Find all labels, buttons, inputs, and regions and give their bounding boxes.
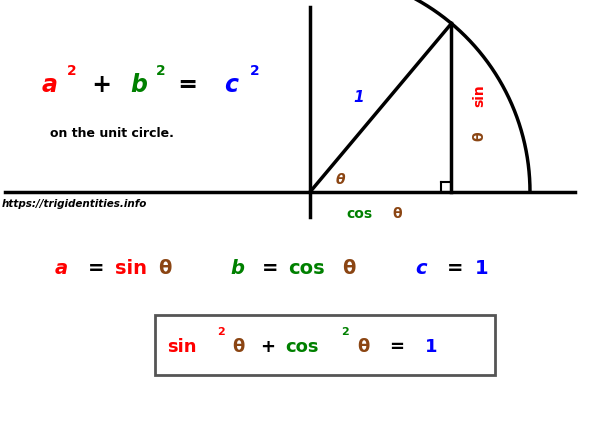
Text: 2: 2 [156, 64, 165, 78]
Text: =: = [170, 73, 206, 97]
Text: +: + [84, 73, 120, 97]
Text: sin: sin [472, 84, 486, 107]
Text: cos: cos [285, 338, 319, 356]
Text: 2: 2 [67, 64, 77, 78]
Text: sin: sin [167, 338, 196, 356]
Text: https://trigidentities.info: https://trigidentities.info [2, 199, 147, 209]
Text: +: + [260, 338, 275, 356]
Text: 2: 2 [250, 64, 259, 78]
Text: θ: θ [472, 131, 486, 140]
Text: a: a [55, 260, 68, 278]
Text: θ: θ [357, 338, 369, 356]
Text: θ: θ [232, 338, 244, 356]
Text: 2: 2 [217, 327, 225, 337]
Text: θ: θ [342, 260, 355, 278]
Text: b: b [130, 73, 147, 97]
Text: =: = [262, 260, 278, 278]
Text: cos: cos [346, 207, 373, 221]
Text: =: = [389, 338, 404, 356]
Text: on the unit circle.: on the unit circle. [50, 127, 174, 140]
Text: a: a [42, 73, 58, 97]
Text: c: c [415, 260, 427, 278]
Text: sin: sin [115, 260, 147, 278]
Text: =: = [447, 260, 463, 278]
Text: θ: θ [392, 207, 402, 221]
Text: cos: cos [288, 260, 324, 278]
Text: 1: 1 [475, 260, 489, 278]
Bar [155, 315, 495, 375]
Text: θ: θ [158, 260, 171, 278]
Text: 1: 1 [353, 90, 364, 105]
Text: 2: 2 [341, 327, 349, 337]
Text: c: c [224, 73, 238, 97]
Text: =: = [88, 260, 105, 278]
Text: θ: θ [335, 173, 345, 187]
Text: 1: 1 [425, 338, 437, 356]
Text: b: b [230, 260, 244, 278]
